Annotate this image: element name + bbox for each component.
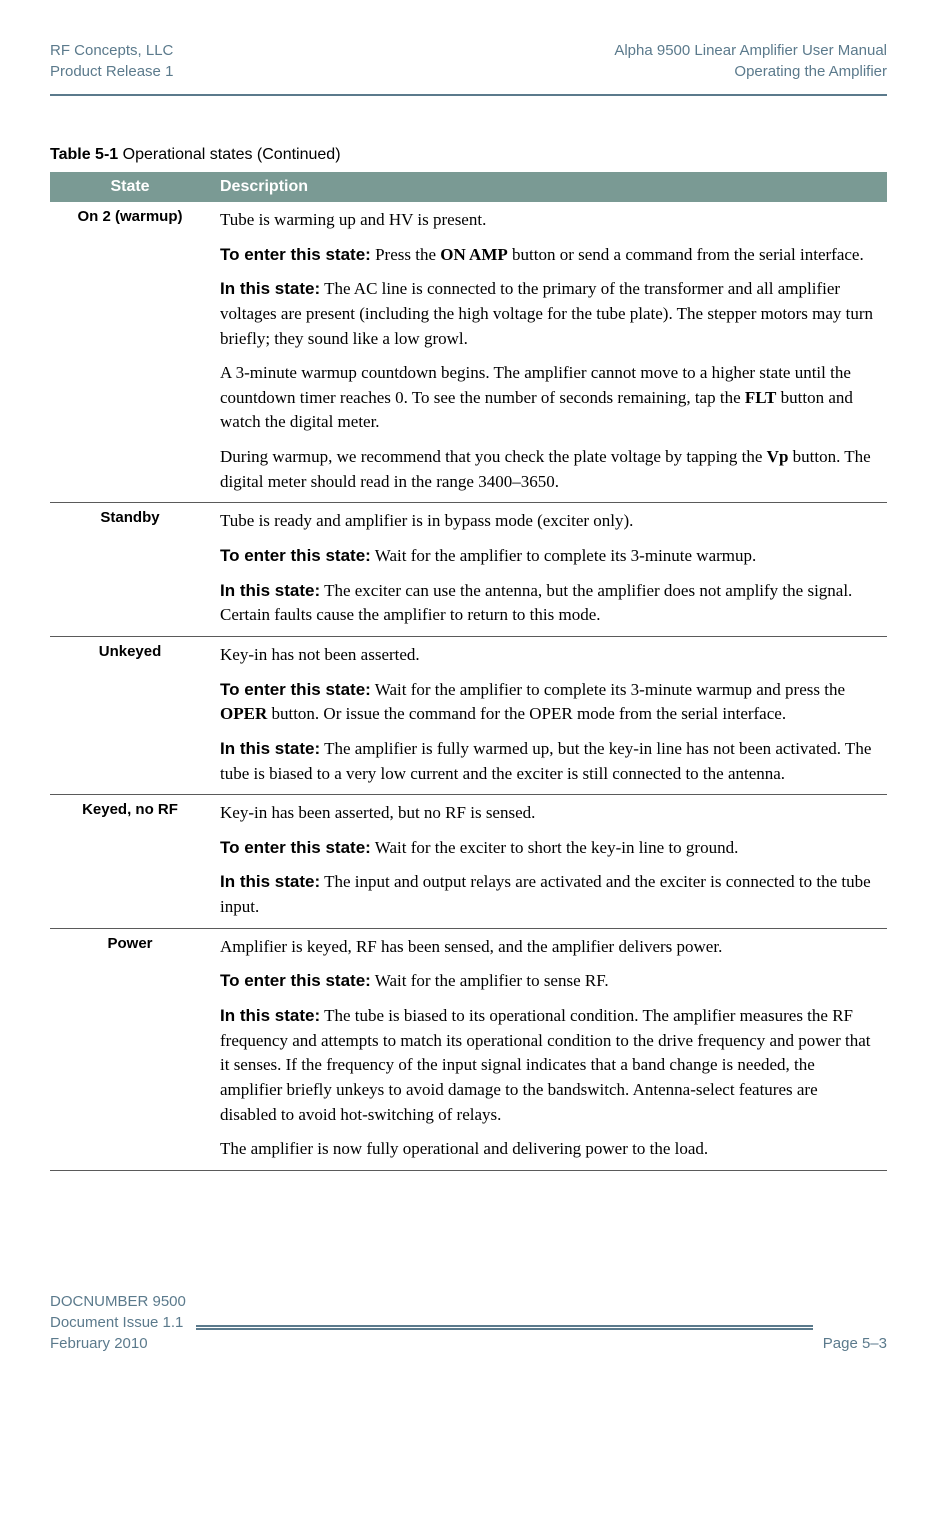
description-paragraph: During warmup, we recommend that you che… [220, 445, 877, 494]
description-paragraph: To enter this state: Wait for the amplif… [220, 969, 877, 994]
table-row: Keyed, no RF Key-in has been asserted, bu… [50, 795, 887, 929]
table-row: Unkeyed Key-in has not been asserted. To e… [50, 636, 887, 794]
state-cell: Unkeyed [50, 636, 210, 794]
description-paragraph: Tube is ready and amplifier is in bypass… [220, 509, 877, 534]
table-row: Standby Tube is ready and amplifier is in… [50, 503, 887, 637]
table-header-row: State Description [50, 172, 887, 202]
description-paragraph: In this state: The amplifier is fully wa… [220, 737, 877, 786]
table-row: On 2 (warmup)Tube is warming up and HV i… [50, 202, 887, 503]
description-paragraph: In this state: The input and output rela… [220, 870, 877, 919]
state-cell: Keyed, no RF [50, 795, 210, 929]
header-right: Alpha 9500 Linear Amplifier User Manual … [614, 40, 887, 82]
header-section: Operating the Amplifier [614, 61, 887, 82]
description-paragraph: In this state: The tube is biased to its… [220, 1004, 877, 1127]
description-paragraph: Tube is warming up and HV is present. [220, 208, 877, 233]
description-cell: Tube is ready and amplifier is in bypass… [210, 503, 887, 637]
footer-left: DOCNUMBER 9500 Document Issue 1.1 Februa… [50, 1291, 186, 1354]
table-caption-desc: Operational states (Continued) [123, 146, 341, 163]
col-header-description: Description [210, 172, 887, 202]
header-left: RF Concepts, LLC Product Release 1 [50, 40, 173, 82]
page-footer: DOCNUMBER 9500 Document Issue 1.1 Februa… [50, 1291, 887, 1354]
description-paragraph: Key-in has been asserted, but no RF is s… [220, 801, 877, 826]
footer-docnumber: DOCNUMBER 9500 [50, 1291, 186, 1312]
col-header-state: State [50, 172, 210, 202]
description-paragraph: To enter this state: Press the ON AMP bu… [220, 243, 877, 268]
operational-states-table: State Description On 2 (warmup)Tube is w… [50, 172, 887, 1171]
description-paragraph: Key-in has not been asserted. [220, 643, 877, 668]
header-company: RF Concepts, LLC [50, 40, 173, 61]
state-cell: On 2 (warmup) [50, 202, 210, 503]
description-paragraph: Amplifier is keyed, RF has been sensed, … [220, 935, 877, 960]
description-paragraph: In this state: The exciter can use the a… [220, 579, 877, 628]
footer-rule [196, 1325, 813, 1330]
description-paragraph: A 3-minute warmup countdown begins. The … [220, 361, 877, 435]
footer-issue: Document Issue 1.1 [50, 1312, 186, 1333]
description-cell: Tube is warming up and HV is present. To … [210, 202, 887, 503]
state-cell: Standby [50, 503, 210, 637]
table-caption-label: Table 5-1 [50, 146, 118, 163]
state-cell: Power [50, 928, 210, 1170]
table-row: Power Amplifier is keyed, RF has been sen… [50, 928, 887, 1170]
footer-page: Page 5–3 [823, 1333, 887, 1354]
description-paragraph: To enter this state: Wait for the excite… [220, 836, 877, 861]
description-paragraph: The amplifier is now fully operational a… [220, 1137, 877, 1162]
description-cell: Key-in has not been asserted. To enter th… [210, 636, 887, 794]
description-cell: Key-in has been asserted, but no RF is s… [210, 795, 887, 929]
table-body: On 2 (warmup)Tube is warming up and HV i… [50, 202, 887, 1170]
table-caption: Table 5-1 Operational states (Continued) [50, 146, 887, 164]
page-header: RF Concepts, LLC Product Release 1 Alpha… [50, 40, 887, 96]
description-paragraph: To enter this state: Wait for the amplif… [220, 544, 877, 569]
description-paragraph: To enter this state: Wait for the amplif… [220, 678, 877, 727]
footer-date: February 2010 [50, 1333, 186, 1354]
header-release: Product Release 1 [50, 61, 173, 82]
page-content: Table 5-1 Operational states (Continued)… [50, 146, 887, 1171]
header-doc-title: Alpha 9500 Linear Amplifier User Manual [614, 40, 887, 61]
description-cell: Amplifier is keyed, RF has been sensed, … [210, 928, 887, 1170]
description-paragraph: In this state: The AC line is connected … [220, 277, 877, 351]
